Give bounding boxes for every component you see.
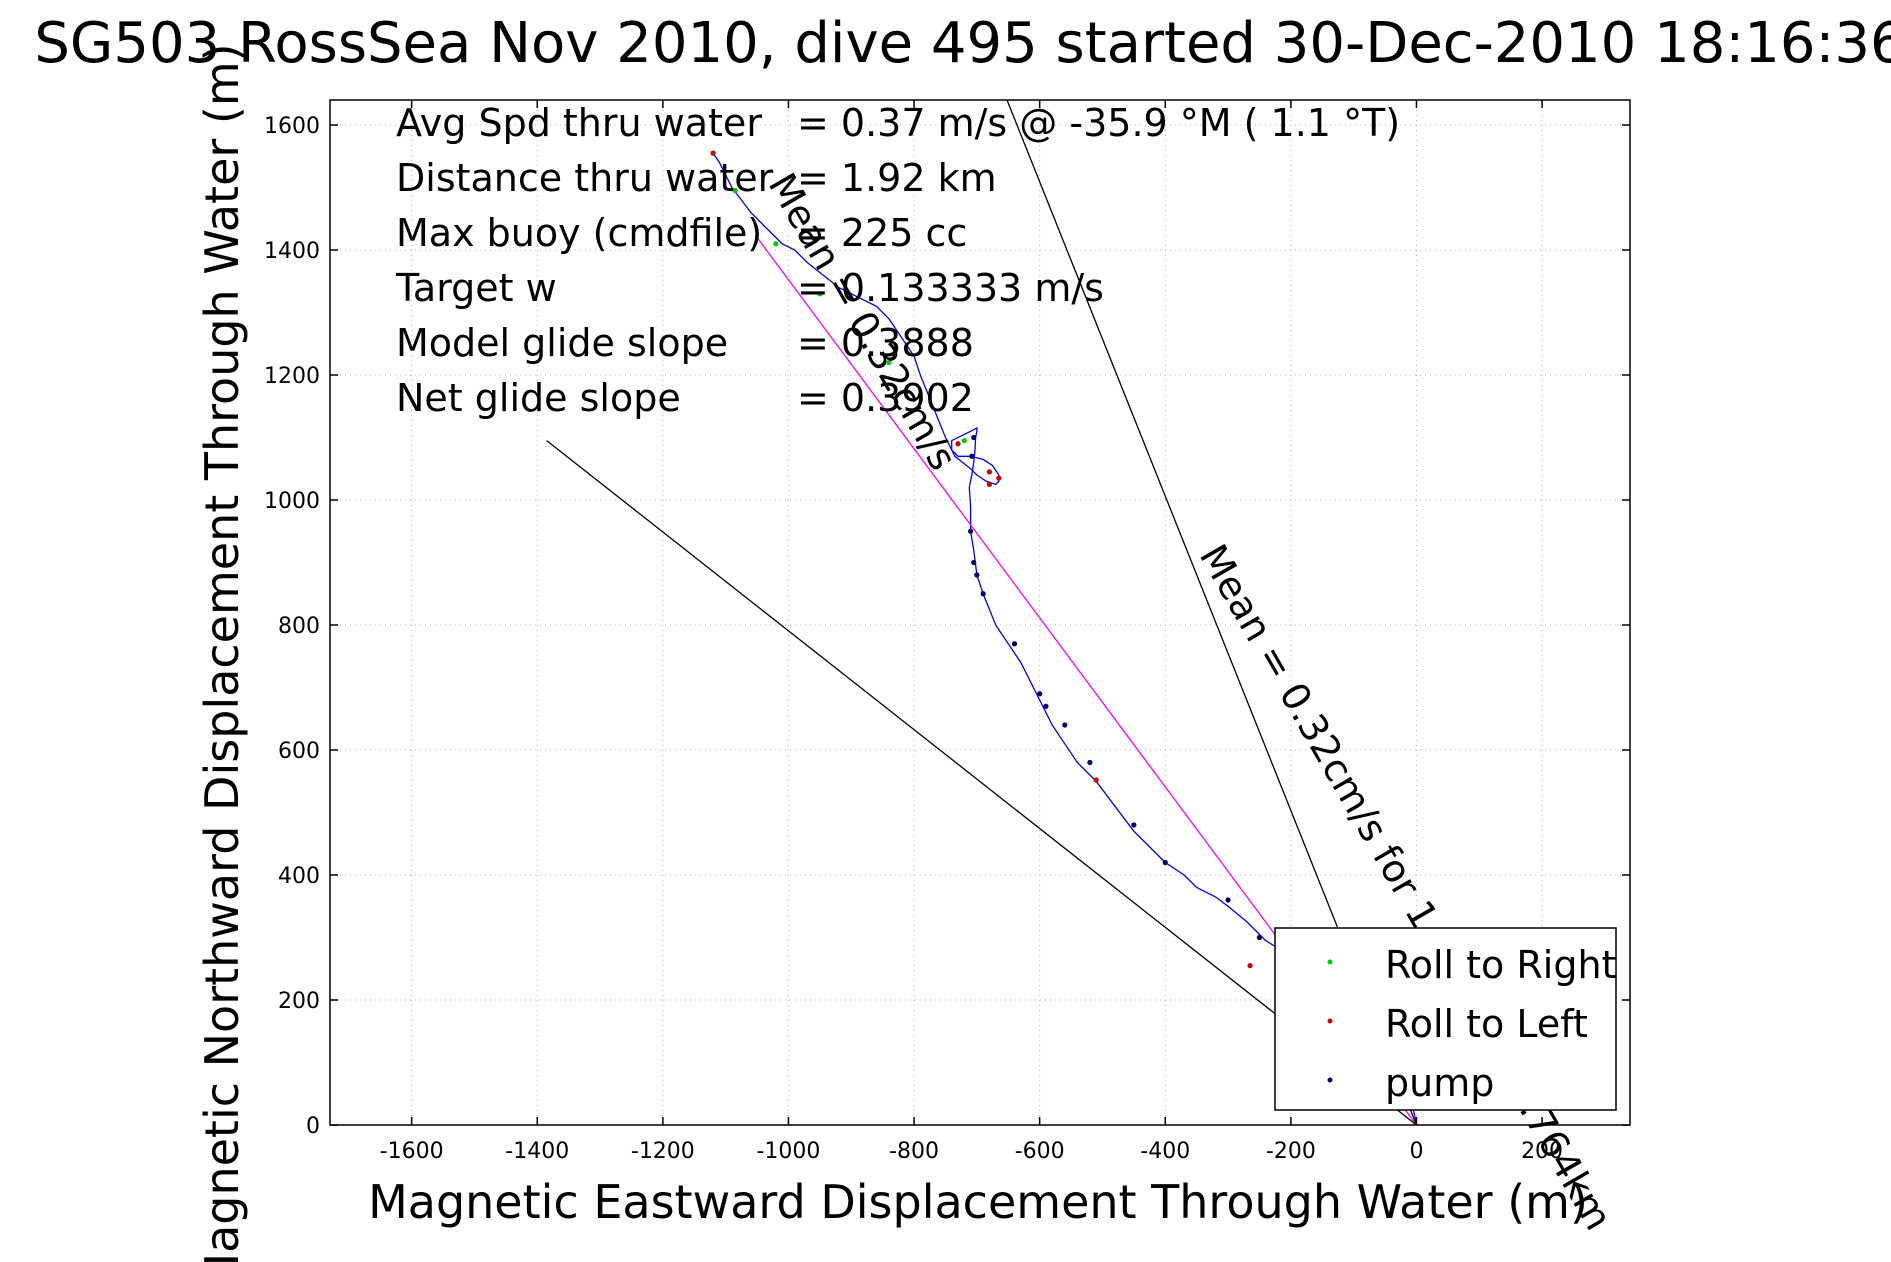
- legend: Roll to Right Roll to Left pump: [1274, 927, 1617, 1111]
- x-tick-label: 0: [1409, 1139, 1423, 1164]
- info-value: = 1.92 km: [797, 156, 997, 200]
- info-value: = 0.3902: [797, 376, 974, 420]
- x-tick-label: -1200: [631, 1139, 695, 1164]
- legend-label: pump: [1385, 1061, 1494, 1105]
- pump-point: [971, 434, 977, 441]
- mean-annotation: Mean = 0.32cm/s for 1.429hr = 1.764km: [1191, 537, 1621, 1237]
- roll-right-point: [886, 359, 892, 366]
- info-label: Distance thru water: [396, 156, 774, 200]
- pump-point: [1043, 703, 1049, 709]
- info-value: = 0.37 m/s @ -35.9 °M ( 1.1 °T): [797, 101, 1400, 145]
- y-axis-label: Magnetic Northward Displacement Through …: [195, 43, 249, 1262]
- pump-point: [1256, 934, 1263, 941]
- x-tick-label: -200: [1266, 1139, 1316, 1164]
- pump-point: [1162, 859, 1168, 866]
- roll-left-point: [1247, 963, 1253, 969]
- pump-point: [1225, 897, 1231, 903]
- roll-left-point: [710, 150, 716, 156]
- y-tick-label: 800: [278, 614, 320, 639]
- roll-left-point: [986, 469, 993, 475]
- x-tick-label: -400: [1140, 1139, 1190, 1164]
- roll-left-point: [986, 481, 993, 487]
- series-line-2: [546, 440, 1417, 1126]
- info-label: Max buoy (cmdfile): [396, 211, 762, 255]
- roll-right-point: [773, 241, 779, 247]
- x-tick-label: -1400: [505, 1139, 569, 1164]
- roll-left-point: [996, 475, 1002, 481]
- info-label: Avg Spd thru water: [396, 101, 762, 145]
- roll-right-point: [961, 438, 967, 444]
- info-panel: Avg Spd thru water = 0.37 m/s @ -35.9 °M …: [395, 101, 1400, 420]
- pump-point: [967, 528, 974, 534]
- pump-point: [1131, 822, 1137, 828]
- pump-point: [980, 591, 986, 597]
- roll-left-point: [1093, 777, 1099, 783]
- pump-point: [971, 559, 977, 566]
- tick-layer: -1600 -1400 -1200 -1000 -800 -600 -400 -200 0 200…: [264, 100, 1630, 1164]
- pump-point: [1037, 691, 1043, 697]
- y-tick-label: 0: [306, 1114, 320, 1139]
- x-tick-label: -600: [1015, 1139, 1065, 1164]
- x-axis-label: Magnetic Eastward Displacement Through W…: [368, 1175, 1588, 1229]
- info-value: = 0.133333 m/s: [797, 266, 1104, 310]
- info-value: = 225 cc: [797, 211, 967, 255]
- info-label: Target w: [395, 266, 557, 310]
- x-tick-label: -1000: [756, 1139, 820, 1164]
- pump-point: [1087, 759, 1093, 766]
- roll-left-point: [955, 441, 961, 447]
- y-tick-label: 1000: [264, 489, 320, 514]
- info-label: Model glide slope: [396, 321, 728, 365]
- legend-label: Roll to Right: [1385, 943, 1616, 987]
- y-tick-label: 400: [278, 864, 320, 889]
- info-label: Net glide slope: [396, 376, 681, 420]
- x-tick-label: 200: [1521, 1139, 1563, 1164]
- y-tick-label: 1200: [264, 364, 320, 389]
- y-tick-label: 600: [278, 739, 320, 764]
- y-tick-label: 200: [278, 989, 320, 1014]
- legend-label: Roll to Left: [1385, 1002, 1588, 1046]
- pump-point: [969, 453, 975, 459]
- y-tick-label: 1400: [264, 239, 320, 264]
- legend-marker: [1327, 1077, 1333, 1083]
- legend-marker: [1327, 959, 1333, 965]
- roll-right-point: [732, 188, 738, 194]
- chart-title: SG503 RossSea Nov 2010, dive 495 started…: [34, 11, 1891, 76]
- info-value: = 0.3888: [797, 321, 974, 365]
- x-tick-label: -1600: [380, 1139, 444, 1164]
- y-tick-label: 1600: [264, 114, 320, 139]
- pump-point: [974, 572, 980, 578]
- x-tick-label: -800: [889, 1139, 939, 1164]
- plot-frame: [329, 99, 1631, 1126]
- legend-marker: [1327, 1018, 1333, 1024]
- roll-right-point: [817, 291, 823, 297]
- pump-point: [1062, 722, 1068, 728]
- pump-point: [1011, 641, 1018, 647]
- grid: [330, 100, 1630, 1126]
